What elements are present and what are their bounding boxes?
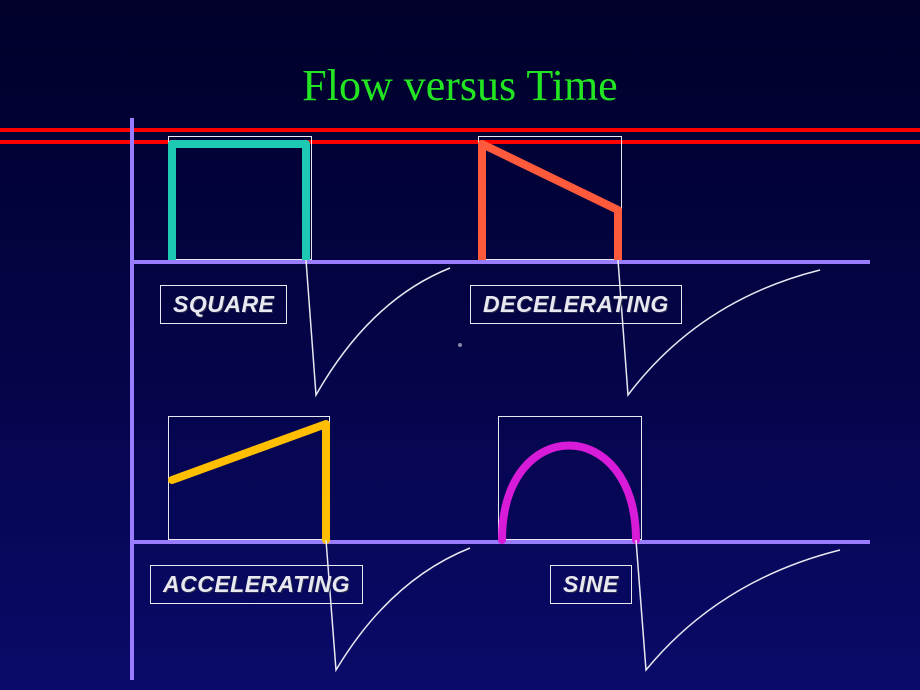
square-decay-curve (306, 260, 450, 395)
sine-label: SINE (550, 565, 632, 604)
slide-root: Flow versus Time SQUARE SQUARE DECELERAT… (0, 0, 920, 690)
sine-decay-curve (636, 540, 840, 670)
center-dot (458, 343, 462, 347)
decelerating-decay-curve (618, 260, 820, 395)
accelerating-waveform (172, 424, 326, 540)
sine-waveform (502, 446, 636, 541)
decelerating-label: DECELERATING (470, 285, 682, 324)
square-waveform (172, 144, 306, 260)
accelerating-decay-curve (326, 540, 470, 670)
accelerating-label: ACCELERATING (150, 565, 363, 604)
square-label: SQUARE (160, 285, 287, 324)
decelerating-waveform (482, 144, 618, 260)
